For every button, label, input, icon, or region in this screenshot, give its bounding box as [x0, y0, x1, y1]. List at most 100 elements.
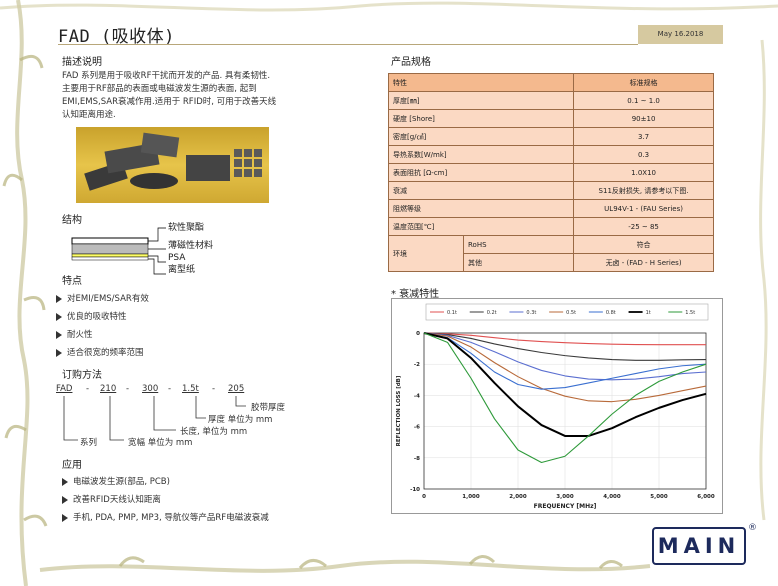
spec-row: 环境 RoHS 符合: [388, 235, 714, 272]
spec-value: UL94V-1 - (FAU Series): [573, 199, 714, 218]
chart-svg: 0.1t 0.2t 0.3t 0.5t 0.8t 1t 1.5t0-2-4-6-8-100 1…: [396, 303, 715, 510]
spec-value: 0.3: [573, 145, 714, 164]
order-code-width: 210: [100, 384, 117, 394]
order-label-thickness: 厚度 单位为 mm: [208, 415, 273, 425]
application-item: 手机, PDA, PMP, MP3, 导航仪等产品RF电磁波衰减: [62, 509, 269, 527]
spec-value: -25 ~ 85: [573, 217, 714, 236]
plot-frame: [423, 332, 707, 490]
order-dash: -: [86, 384, 90, 394]
description-line: 认知距离用途.: [62, 110, 116, 120]
legend-label: 0.8t: [606, 310, 616, 316]
series-line: [423, 332, 707, 381]
x-tick-label: 4,000: [603, 494, 621, 500]
x-tick-label: 0: [422, 494, 426, 500]
legend-label: 1.5t: [685, 310, 695, 316]
legend-label: 0.2t: [487, 310, 497, 316]
decorative-vine-left-border: [2, 0, 48, 586]
series-line: [423, 332, 707, 361]
legend-label: 1t: [646, 310, 651, 316]
spec-table: 特性 标准规格 厚度[㎜] 0.1 ~ 1.0 硬度 [Shore] 90±10 密…: [387, 73, 714, 272]
bullet-arrow-icon: [56, 348, 62, 357]
registered-mark: ®: [748, 523, 757, 533]
series-line: [423, 332, 707, 390]
structure-labels: 软性聚酯 薄磁性材料 PSA 离型纸: [168, 222, 213, 276]
spec-row: 其他 无卤 - (FAD - H Series): [389, 253, 714, 272]
structure-heading: 结构: [62, 215, 82, 226]
product-sheets-illustration: [84, 132, 262, 191]
series-line: [423, 332, 707, 437]
reflection-loss-chart: 0.1t 0.2t 0.3t 0.5t 0.8t 1t 1.5t 0 -2 -4 -6 -8 -10 0 1…: [391, 298, 723, 514]
description-text: FAD 系列是用于吸收RF干扰而开发的产品. 具有柔韧性. 主要用于RF部品的表…: [62, 70, 352, 122]
spec-header-row: 特性 标准规格: [387, 73, 714, 92]
order-label-width: 宽幅 单位为 mm: [128, 438, 193, 448]
description-line: EMI,EMS,SAR衰减作用.适用于 RFID时, 可用于改善天线: [62, 97, 277, 107]
layer-label: 薄磁性材料: [168, 241, 214, 251]
applications-heading: 应用: [62, 460, 82, 471]
features-heading: 特点: [62, 276, 82, 287]
application-item: 改善RFID天线认知距离: [62, 491, 269, 509]
bullet-arrow-icon: [56, 312, 62, 321]
order-dash: -: [168, 384, 172, 394]
spec-property: 表面阻抗 [Ω-cm]: [387, 163, 575, 182]
spec-property: 阻燃等级: [387, 199, 575, 218]
x-tick-label: 6,000: [697, 494, 715, 500]
spec-col-header: 特性: [387, 73, 575, 92]
legend-label: 0.1t: [447, 310, 457, 316]
main-logo: MAIN: [652, 527, 746, 565]
y-tick-label: 0: [416, 331, 420, 337]
spec-property: 温度范围[℃]: [387, 217, 575, 236]
chart-legend-box: [425, 303, 709, 321]
feature-item: 适合很宽的频率范围: [56, 344, 149, 362]
ordering-heading: 订购方法: [62, 370, 102, 381]
spec-value: 符合: [573, 235, 714, 254]
product-photo: [76, 127, 269, 203]
order-code-length: 300: [142, 384, 159, 394]
order-label-tape: 胶带厚度: [251, 403, 286, 413]
spec-row: 温度范围[℃] -25 ~ 85: [387, 217, 714, 236]
bullet-arrow-icon: [62, 477, 68, 486]
order-label-length: 长度, 单位为 mm: [180, 427, 248, 437]
date-badge: May 16.2018: [638, 25, 723, 44]
layer-structure-diagram: [71, 227, 166, 275]
spec-value: 无卤 - (FAD - H Series): [573, 253, 714, 272]
spec-env-sub: RoHS: [462, 235, 575, 254]
chart-heading: * 衰减特性: [391, 289, 440, 300]
bullet-arrow-icon: [56, 294, 62, 303]
bullet-arrow-icon: [62, 513, 68, 522]
spec-env-sub: 其他: [462, 253, 575, 272]
spec-property: 衰减: [387, 181, 575, 200]
spec-property: 密度[g/㎤]: [387, 127, 575, 146]
series-line: [423, 332, 707, 464]
description-line: FAD 系列是用于吸收RF干扰而开发的产品. 具有柔韧性.: [62, 71, 271, 81]
application-item: 电磁波发生源(部品, PCB): [62, 473, 269, 491]
spec-env-label: 环境: [388, 235, 464, 272]
spec-heading: 产品规格: [391, 57, 431, 68]
order-dash: -: [212, 384, 216, 394]
y-tick-label: -10: [410, 487, 420, 493]
layer-label: 离型纸: [168, 265, 196, 275]
decorative-vine-right-border: [759, 39, 768, 521]
spec-value: 1.0X10: [573, 163, 714, 182]
y-tick-label: -6: [414, 425, 420, 431]
legend-label: 0.5t: [566, 310, 576, 316]
y-axis-label: REFLECTION LOSS [dB]: [396, 375, 402, 446]
feature-item: 优良的吸收特性: [56, 308, 149, 326]
decorative-vine-bottom-border: [39, 555, 651, 573]
bullet-arrow-icon: [62, 495, 68, 504]
order-code-tape: 205: [228, 384, 245, 394]
spec-row: 衰减 S11反射损失, 请参考以下图.: [387, 181, 714, 200]
bullet-arrow-icon: [56, 330, 62, 339]
spec-row: 导热系数[W/mk] 0.3: [387, 145, 714, 164]
description-line: 主要用于RF部品的表面或电磁波发生源的表面, 起到: [62, 84, 257, 94]
spec-col-header: 标准规格: [573, 73, 714, 92]
spec-value: 90±10: [573, 109, 714, 128]
feature-item: 对EMI/EMS/SAR有效: [56, 290, 149, 308]
x-tick-label: 5,000: [650, 494, 668, 500]
features-list: 对EMI/EMS/SAR有效 优良的吸收特性 耐火性 适合很宽的频率范围: [56, 290, 149, 362]
series-line: [423, 332, 706, 346]
x-axis-label: FREQUENCY [MHz]: [534, 503, 597, 510]
spec-value: 0.1 ~ 1.0: [573, 91, 714, 110]
spec-property: 厚度[㎜]: [387, 91, 575, 110]
series-line: [423, 332, 707, 403]
y-tick-label: -8: [414, 456, 420, 462]
